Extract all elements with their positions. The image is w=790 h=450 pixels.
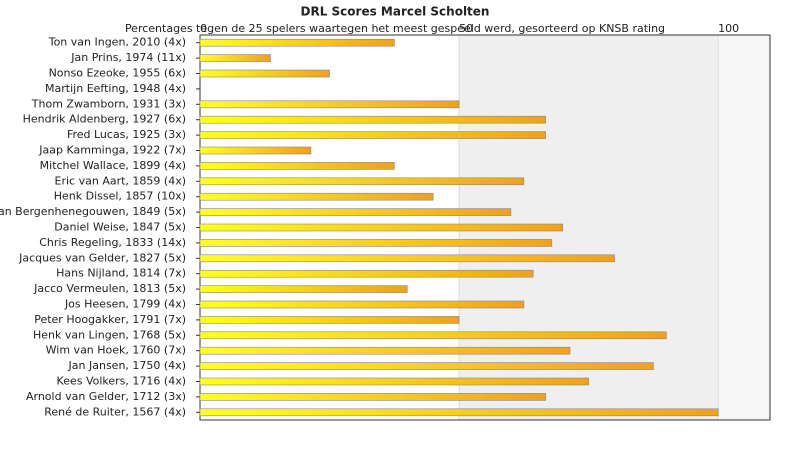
y-tick-label: Thom Zwamborn, 1931 (3x) — [31, 97, 186, 110]
bar — [199, 223, 564, 232]
y-tick-label: Henk Dissel, 1857 (10x) — [54, 190, 186, 203]
chart-title: DRL Scores Marcel Scholten — [301, 5, 490, 19]
x-tick-label: 0 — [200, 22, 207, 35]
bar — [199, 54, 271, 62]
y-tick-label: Jan Prins, 1974 (11x) — [70, 51, 186, 64]
y-tick-label: Ton van Ingen, 2010 (4x) — [48, 36, 186, 49]
bar — [199, 254, 615, 263]
x-tick-label: 100 — [718, 22, 739, 35]
y-tick-label: Wim van Hoek, 1760 (7x) — [46, 344, 186, 357]
y-tick-label: Hans Nijland, 1814 (7x) — [56, 267, 186, 280]
bar — [199, 239, 553, 247]
y-tick-label: Jaap Kamminga, 1922 (7x) — [38, 144, 186, 157]
y-tick-label: Jacques van Gelder, 1827 (5x) — [18, 251, 186, 264]
y-tick-label: van Bergenhenegouwen, 1849 (5x) — [0, 205, 186, 218]
bar — [199, 131, 546, 139]
bar — [199, 393, 546, 401]
bar — [199, 192, 434, 201]
bar — [199, 69, 330, 78]
bar — [199, 377, 589, 386]
chart-subtitle: Percentages tegen de 25 spelers waartege… — [125, 22, 665, 35]
y-tick-label: Jan Jansen, 1750 (4x) — [68, 359, 186, 372]
bar — [199, 100, 460, 109]
y-tick-label: Hendrik Aldenberg, 1927 (6x) — [23, 113, 186, 126]
y-tick-label: Jos Heesen, 1799 (4x) — [64, 298, 186, 311]
bar — [199, 115, 546, 124]
y-tick-label: Chris Regeling, 1833 (14x) — [39, 236, 186, 249]
bar — [199, 316, 460, 324]
y-tick-label: Jacco Vermeulen, 1813 (5x) — [33, 282, 186, 295]
bar — [199, 162, 395, 170]
y-tick-label: Eric van Aart, 1859 (4x) — [55, 174, 186, 187]
bar — [199, 269, 534, 278]
x-tick-label: 50 — [459, 22, 473, 35]
plot-band — [718, 35, 770, 420]
bar — [199, 408, 719, 417]
y-tick-label: Henk van Lingen, 1768 (5x) — [33, 328, 186, 341]
y-tick-label: Mitchel Wallace, 1899 (4x) — [40, 159, 186, 172]
bar — [199, 285, 408, 293]
bar — [199, 177, 525, 186]
y-tick-label: René de Ruiter, 1567 (4x) — [44, 405, 186, 418]
bar — [199, 146, 312, 155]
bar — [199, 346, 571, 355]
bar — [199, 331, 667, 340]
y-tick-label: Kees Volkers, 1716 (4x) — [57, 375, 186, 388]
y-tick-label: Martijn Eefting, 1948 (4x) — [45, 82, 186, 95]
y-tick-label: Nonso Ezeoke, 1955 (6x) — [49, 67, 186, 80]
y-tick-label: Peter Hoogakker, 1791 (7x) — [34, 313, 186, 326]
bar — [199, 362, 654, 370]
y-tick-label: Fred Lucas, 1925 (3x) — [67, 128, 186, 141]
y-tick-label: Daniel Weise, 1847 (5x) — [54, 221, 186, 234]
y-tick-label: Arnold van Gelder, 1712 (3x) — [26, 390, 186, 403]
bar — [199, 208, 512, 216]
bar — [199, 300, 525, 309]
bar — [199, 38, 395, 47]
